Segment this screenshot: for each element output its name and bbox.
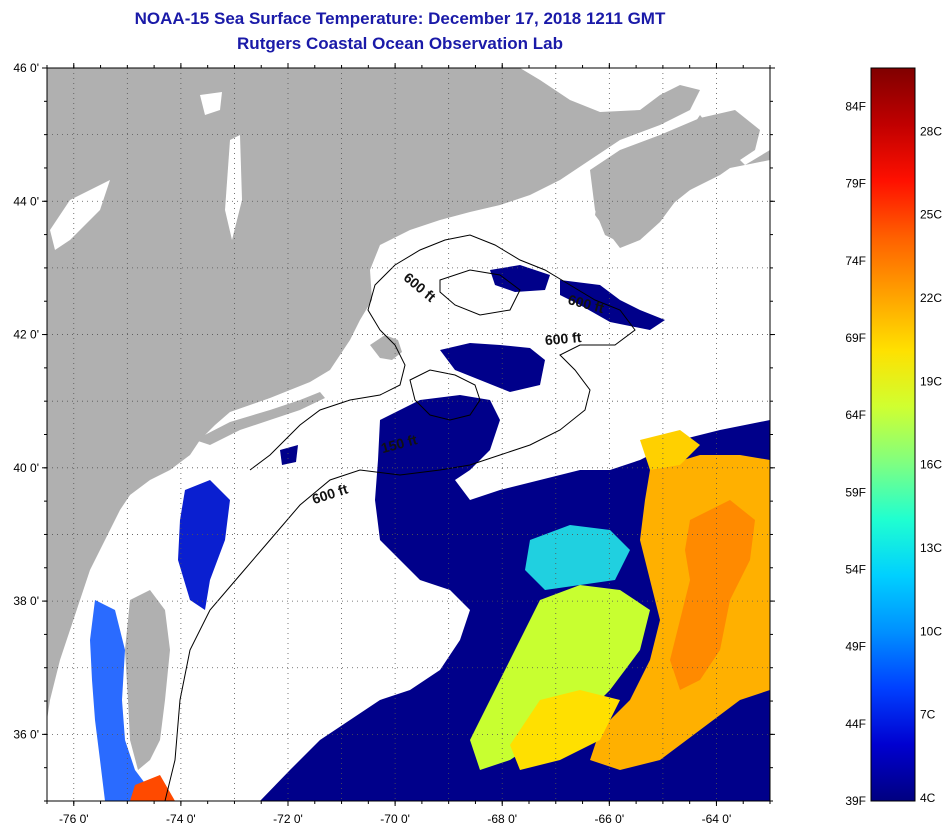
colorbar-f-label: 49F [845,640,866,654]
colorbar-c-label: 13C [920,541,942,555]
longitude-axis: -76 0' -74 0' -72 0' -70 0' -68 0' -66 0' -64 … [46,63,771,826]
sst-cold-patch [280,445,298,465]
colorbar-f-label: 59F [845,485,866,499]
colorbar-f-label: 54F [845,563,866,577]
contour-150ft [409,369,481,421]
lake [225,135,242,240]
lat-tick-label: 42 0' [13,328,39,342]
sst-warm-core [670,500,755,690]
lake [50,180,110,250]
colorbar-f-label: 79F [845,177,866,191]
chesapeake-water [90,600,170,801]
colorbar-f-label: 44F [845,717,866,731]
lon-tick-label: -64 0' [702,812,732,826]
lon-tick-label: -66 0' [595,812,625,826]
colorbar-c-label: 7C [920,708,936,722]
sst-cold-patch [440,343,545,392]
lon-tick-label: -68 0' [487,812,517,826]
colorbar [870,67,916,802]
land-mass-northeast [47,68,700,720]
colorbar-fahrenheit-labels: 84F 79F 74F 69F 64F 59F 54F 49F 44F 39F [845,100,866,808]
lat-tick-label: 46 0' [13,61,39,75]
sst-cold-patch [490,265,550,292]
contour-inner [439,269,521,316]
sst-cyan-region [525,525,630,590]
colorbar-c-label: 10C [920,624,942,638]
lon-tick-label: -70 0' [380,812,410,826]
colorbar-celsius-labels: 28C 25C 22C 19C 16C 13C 10C 7C 4C [920,124,942,805]
depth-contours [164,234,636,801]
colorbar-f-label: 74F [845,254,866,268]
lon-tick-label: -74 0' [166,812,196,826]
land-mass-novascotia [590,110,760,245]
land-mass-delmarva [125,590,170,770]
colorbar-f-label: 39F [845,794,866,808]
sst-warm-patch [640,430,700,470]
colorbar-c-label: 4C [920,791,936,805]
sst-cold-patch [560,280,665,330]
sst-cold-patch [178,480,230,610]
lat-tick-label: 36 0' [13,727,39,741]
lat-tick-label: 44 0' [13,194,39,208]
sst-yellow-band [510,690,620,770]
sst-mid-region [470,585,650,770]
latitude-axis: 46 0' 44 0' 42 0' 40 0' 38 0' 36 0' [13,61,775,802]
map-title: NOAA-15 Sea Surface Temperature: Decembe… [134,9,666,28]
colorbar-c-label: 16C [920,458,942,472]
lon-tick-label: -72 0' [273,812,303,826]
land-mass-longisland [195,392,325,445]
chesapeake-warm [130,775,175,801]
colorbar-f-label: 69F [845,331,866,345]
colorbar-c-label: 22C [920,291,942,305]
colorbar-c-label: 28C [920,124,942,138]
land-mass-capecod [370,335,402,360]
lon-tick-label: -76 0' [59,812,89,826]
lat-tick-label: 40 0' [13,461,39,475]
lat-tick-label: 38 0' [13,594,39,608]
contour-600ft [164,234,636,801]
lake [200,92,222,115]
colorbar-f-label: 84F [845,100,866,114]
colorbar-c-label: 25C [920,208,942,222]
colorbar-f-label: 64F [845,408,866,422]
map-subtitle: Rutgers Coastal Ocean Observation Lab [237,34,563,53]
contour-label: 600 ft [544,329,582,348]
colorbar-c-label: 19C [920,374,942,388]
